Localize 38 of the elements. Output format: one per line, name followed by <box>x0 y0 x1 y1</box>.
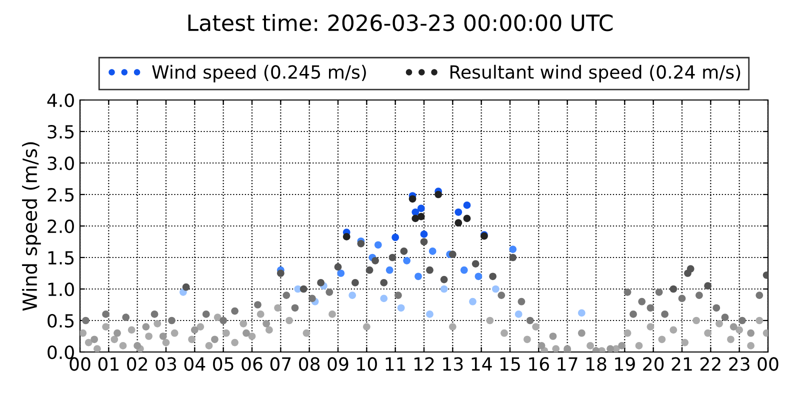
x-tick-label: 17 <box>558 357 578 371</box>
x-tick-label: 08 <box>299 357 320 371</box>
x-tick-label: 04 <box>184 357 206 371</box>
y-axis-title: Wind speed (m/s) <box>22 142 41 311</box>
y-tick-label: 4.0 <box>47 93 74 108</box>
x-tick-label: 18 <box>586 357 606 371</box>
x-tick-label: 19 <box>615 357 635 371</box>
x-tick-label: 09 <box>328 357 348 371</box>
x-tick-label: 21 <box>672 357 692 371</box>
x-tick-label: 14 <box>472 357 492 371</box>
x-tick-label: 02 <box>127 357 148 371</box>
y-tick-label: 0.5 <box>48 314 74 328</box>
y-tick-label: 3.5 <box>48 124 74 139</box>
x-tick-label: 00 <box>758 357 778 371</box>
x-tick-label: 15 <box>500 357 520 371</box>
chart-title: Latest time: 2026-03-23 00:00:00 UTC <box>188 14 613 32</box>
x-tick-label: 23 <box>729 357 750 371</box>
x-tick-label: 16 <box>529 357 550 371</box>
x-tick-label: 11 <box>386 357 406 371</box>
y-tick-label: 3.0 <box>48 156 74 170</box>
x-tick-label: 05 <box>213 357 234 371</box>
x-tick-label: 03 <box>156 357 176 371</box>
x-tick-label: 00 <box>70 357 90 371</box>
y-tick-label: 2.0 <box>48 219 74 234</box>
x-tick-label: 22 <box>700 357 720 371</box>
y-tick-label: 2.5 <box>48 188 74 202</box>
y-tick-label: 1.0 <box>48 282 74 296</box>
legend-label: Resultant wind speed (0.24 m/s) <box>450 64 740 82</box>
y-tick-label: 1.5 <box>48 251 74 265</box>
x-tick-label: 20 <box>643 357 664 371</box>
x-tick-label: 06 <box>242 357 262 371</box>
x-tick-label: 13 <box>443 357 463 371</box>
y-tick-label: 0.0 <box>48 345 74 360</box>
x-tick-label: 10 <box>357 357 377 371</box>
legend-label: Wind speed (0.245 m/s) <box>152 64 366 82</box>
x-tick-label: 01 <box>98 357 118 371</box>
x-tick-label: 07 <box>270 357 291 371</box>
x-tick-label: 12 <box>414 357 434 371</box>
